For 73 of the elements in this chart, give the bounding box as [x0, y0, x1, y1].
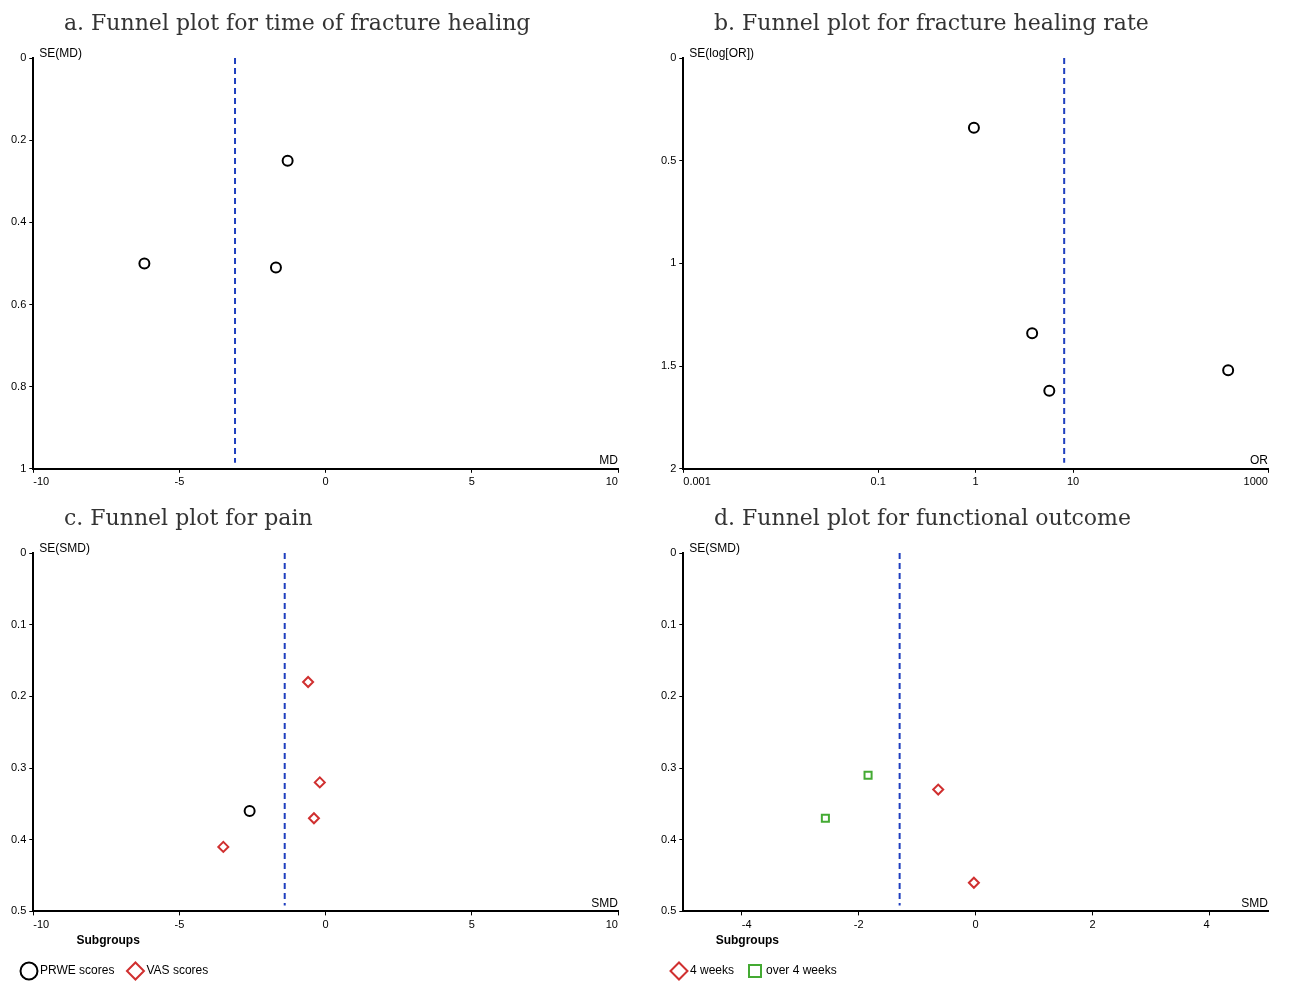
x-tick-label: 1000: [1243, 475, 1268, 488]
x-tick-label: 10: [605, 918, 618, 931]
y-tick-label: 0.1: [10, 617, 27, 630]
point: [281, 154, 294, 167]
x-tick-label: -2: [853, 918, 864, 931]
y-tick-label: 0.5: [660, 153, 677, 166]
x-tick-label: 0: [322, 918, 329, 931]
chart-title: a. Funnel plot for time of fracture healing: [64, 10, 532, 37]
y-tick-label: 0.5: [660, 904, 677, 917]
x-tick-label: -5: [174, 475, 185, 488]
legend-label: 4 weeks: [690, 963, 735, 978]
y-tick-label: 0: [670, 546, 677, 559]
y-tick-label: 0.2: [10, 133, 27, 146]
y-tick-label: 1.5: [660, 359, 677, 372]
x-tick-label: 5: [468, 475, 475, 488]
y-tick-label: 0.5: [10, 904, 27, 917]
x-axis-title: OR: [1250, 453, 1269, 468]
y-tick-label: 0: [670, 51, 677, 64]
point: [217, 840, 230, 853]
x-axis-title: SMD: [591, 895, 619, 910]
x-tick-label: 1: [972, 475, 979, 488]
point: [307, 812, 320, 825]
x-tick-label: 0.1: [870, 475, 886, 488]
point: [820, 813, 830, 823]
x-axis-title: MD: [599, 453, 619, 468]
x-tick-label: 0: [322, 475, 329, 488]
legend-label: VAS scores: [146, 963, 209, 978]
y-tick-label: 0.1: [660, 617, 677, 630]
chart-title: d. Funnel plot for functional outcome: [714, 505, 1132, 532]
x-tick-label: 5: [468, 918, 475, 931]
y-tick-label: 1: [670, 256, 677, 269]
legend-label: PRWE scores: [40, 963, 115, 978]
y-tick-label: 2: [670, 461, 677, 474]
point: [302, 676, 315, 689]
point: [932, 783, 945, 796]
y-axis-title: SE(MD): [39, 46, 82, 61]
x-tick-label: 10: [605, 475, 618, 488]
x-tick-label: 10: [1066, 475, 1080, 488]
x-tick-label: -4: [741, 918, 752, 931]
x-tick-label: 0.001: [683, 475, 711, 488]
x-axis-title: SMD: [1241, 895, 1269, 910]
y-tick-label: 0.8: [10, 379, 27, 392]
y-axis-title: SE(log[OR]): [689, 46, 754, 61]
point: [243, 805, 256, 818]
y-tick-label: 0.4: [10, 832, 27, 845]
y-tick-label: 0.3: [10, 761, 27, 774]
x-tick-label: 2: [1089, 918, 1096, 931]
x-tick-label: -5: [174, 918, 185, 931]
y-tick-label: 0.4: [10, 215, 27, 228]
point: [967, 876, 980, 889]
y-tick-label: 1: [20, 461, 27, 474]
chart-title: c. Funnel plot for pain: [64, 505, 314, 532]
y-axis-title: SE(SMD): [689, 541, 740, 556]
x-tick-label: 0: [972, 918, 979, 931]
legend-title: Subgroups: [76, 932, 141, 947]
y-tick-label: 0: [20, 546, 27, 559]
chart-title: b. Funnel plot for fracture healing rate: [714, 10, 1150, 37]
point: [313, 776, 326, 789]
legend-title: Subgroups: [715, 932, 780, 947]
y-tick-label: 0.2: [660, 689, 677, 702]
x-tick-label: 4: [1203, 918, 1210, 931]
y-tick-label: 0.3: [660, 761, 677, 774]
y-tick-label: 0.2: [10, 689, 27, 702]
y-axis-title: SE(SMD): [39, 541, 90, 556]
x-tick-label: -10: [33, 475, 50, 488]
point: [138, 257, 151, 270]
y-tick-label: 0.4: [660, 832, 677, 845]
y-tick-label: 0: [20, 51, 27, 64]
y-tick-label: 0.6: [10, 297, 27, 310]
x-tick-label: -10: [33, 918, 50, 931]
point: [863, 770, 873, 780]
legend-label: over 4 weeks: [766, 963, 837, 978]
point: [269, 261, 282, 274]
